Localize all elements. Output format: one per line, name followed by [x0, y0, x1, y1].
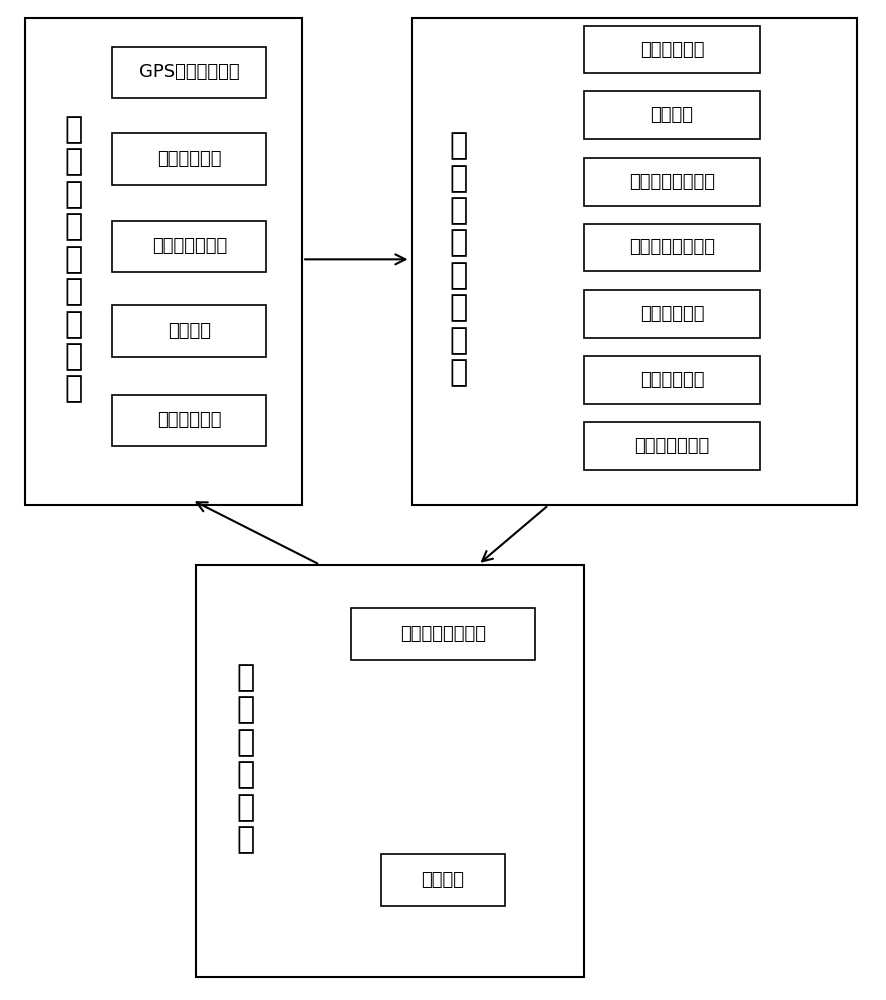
- Bar: [351, 608, 535, 660]
- Text: 车辆信息模块: 车辆信息模块: [157, 150, 222, 168]
- Text: 蓝牙识别配比模块: 蓝牙识别配比模块: [400, 625, 486, 643]
- Text: 地图单元: 地图单元: [650, 106, 694, 124]
- Text: 公
交
车
充
电
弓: 公 交 车 充 电 弓: [237, 663, 255, 854]
- Bar: [113, 305, 267, 357]
- Bar: [584, 422, 760, 470]
- Text: 车载蓝牙: 车载蓝牙: [168, 322, 211, 340]
- Text: 电量检测模块: 电量检测模块: [157, 411, 222, 429]
- Bar: [584, 356, 760, 404]
- Text: 图像分析识别单元: 图像分析识别单元: [629, 238, 715, 256]
- Bar: [381, 854, 505, 906]
- Bar: [113, 395, 267, 446]
- Bar: [584, 158, 760, 206]
- Text: 充电状态检测单元: 充电状态检测单元: [629, 173, 715, 191]
- Bar: [25, 18, 302, 505]
- Text: 充电弓检测单元: 充电弓检测单元: [634, 437, 710, 455]
- Text: 智能控制单元: 智能控制单元: [640, 41, 704, 59]
- Bar: [584, 91, 760, 139]
- Bar: [584, 224, 760, 271]
- Text: GPS定位导航模块: GPS定位导航模块: [139, 63, 240, 81]
- Bar: [412, 18, 857, 505]
- Text: 新
能
源
充
电
云
平
台: 新 能 源 充 电 云 平 台: [450, 131, 468, 387]
- Text: 定位模块: 定位模块: [422, 871, 464, 889]
- Bar: [584, 26, 760, 73]
- Text: 车辆识别单元: 车辆识别单元: [640, 305, 704, 323]
- Text: 公
交
车
车
载
智
能
终
端: 公 交 车 车 载 智 能 终 端: [64, 115, 82, 404]
- Bar: [197, 565, 584, 977]
- Bar: [113, 47, 267, 98]
- Bar: [113, 221, 267, 272]
- Text: 路线计算模块: 路线计算模块: [640, 371, 704, 389]
- Text: 智能终端显示屏: 智能终端显示屏: [152, 237, 227, 255]
- Bar: [584, 290, 760, 338]
- Bar: [113, 133, 267, 185]
